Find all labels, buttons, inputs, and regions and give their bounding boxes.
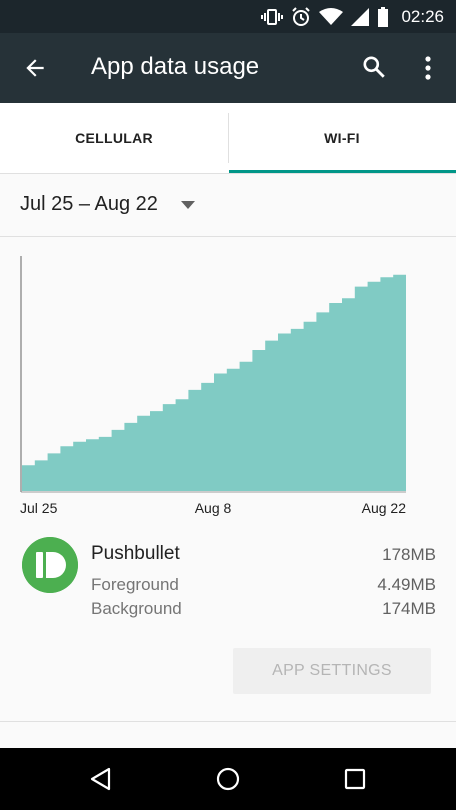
- x-tick-label-end: Aug 22: [362, 500, 407, 516]
- foreground-value: 4.49MB: [377, 575, 436, 594]
- tab-wifi-label: WI-FI: [324, 130, 360, 146]
- background-value: 174MB: [382, 599, 436, 618]
- alarm-icon: [292, 6, 311, 26]
- pushbullet-logo-icon: [22, 537, 78, 593]
- app-bar: App data usage: [0, 33, 456, 103]
- tab-cellular[interactable]: CELLULAR: [0, 103, 228, 173]
- tab-wifi[interactable]: WI-FI: [228, 103, 456, 173]
- tab-divider: [228, 113, 229, 163]
- status-icons: 02:26: [261, 0, 444, 33]
- nav-recents-icon[interactable]: [342, 766, 368, 792]
- vibrate-icon: [261, 8, 284, 25]
- tab-cellular-label: CELLULAR: [75, 130, 153, 146]
- navigation-bar: [0, 748, 456, 810]
- page-title: App data usage: [91, 53, 260, 80]
- dropdown-arrow-icon: [181, 201, 195, 209]
- cycle-selector[interactable]: Jul 25 – Aug 22: [0, 174, 456, 237]
- next-section-peek: [0, 722, 456, 748]
- app-settings-button[interactable]: APP SETTINGS: [233, 648, 431, 694]
- usage-chart: Jul 25 Aug 8 Aug 22: [0, 237, 456, 527]
- status-time: 02:26: [401, 6, 444, 26]
- app-total-usage: 178MB: [382, 545, 436, 564]
- cell-signal-icon: [351, 7, 370, 26]
- nav-back-icon[interactable]: [88, 766, 114, 792]
- arrow-back-icon[interactable]: [22, 55, 48, 81]
- wifi-icon: [319, 7, 344, 25]
- x-tick-label-start: Jul 25: [20, 500, 58, 516]
- search-icon[interactable]: [361, 54, 387, 80]
- usage-chart-svg: Jul 25 Aug 8 Aug 22: [20, 256, 407, 516]
- cycle-label: Jul 25 – Aug 22: [20, 193, 158, 215]
- app-name: Pushbullet: [91, 543, 180, 564]
- x-tick-label-mid: Aug 8: [195, 500, 232, 516]
- background-label: Background: [91, 599, 182, 618]
- tab-selected-indicator: [229, 170, 456, 173]
- section-divider: [0, 721, 456, 722]
- battery-icon: [378, 6, 389, 27]
- status-bar: 02:26: [0, 0, 456, 33]
- more-vert-icon[interactable]: [420, 55, 436, 81]
- chart-area-series: [22, 274, 406, 491]
- network-tabs: CELLULAR WI-FI: [0, 103, 456, 174]
- nav-home-icon[interactable]: [215, 766, 241, 792]
- foreground-label: Foreground: [91, 575, 179, 594]
